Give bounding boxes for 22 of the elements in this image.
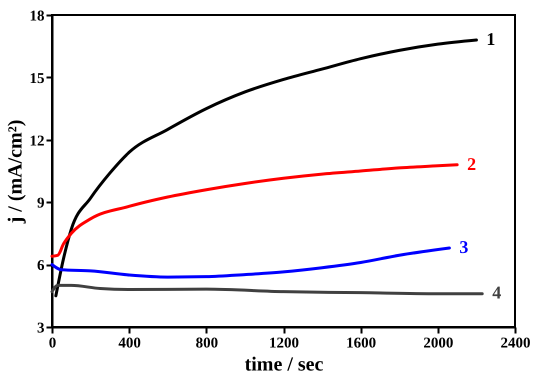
series-label: 2 <box>467 154 476 174</box>
x-tick-label: 2400 <box>500 336 530 352</box>
line-series <box>50 246 451 279</box>
series-label: 4 <box>492 282 502 303</box>
x-tick-label: 800 <box>196 336 218 352</box>
y-tick-label: 6 <box>37 258 45 274</box>
x-tick-label: 2000 <box>423 336 454 352</box>
y-tick-label: 9 <box>37 196 44 212</box>
x-axis-title: time / sec <box>244 354 324 376</box>
x-tick-label: 0 <box>48 336 56 352</box>
x-tick-label: 1200 <box>269 336 299 352</box>
y-tick-label: 15 <box>30 70 44 87</box>
y-tick-label: 18 <box>30 8 44 24</box>
y-tick-label: 3 <box>37 320 44 336</box>
x-tick-label: 1600 <box>346 336 376 352</box>
y-tick-label: 12 <box>30 133 44 150</box>
series-label: 1 <box>486 28 496 49</box>
series-label: 3 <box>459 236 468 257</box>
y-axis-title: j / (mA/cm²) <box>4 120 26 224</box>
line-series <box>50 284 484 296</box>
line-series <box>50 163 459 258</box>
x-tick-label: 400 <box>118 336 141 352</box>
